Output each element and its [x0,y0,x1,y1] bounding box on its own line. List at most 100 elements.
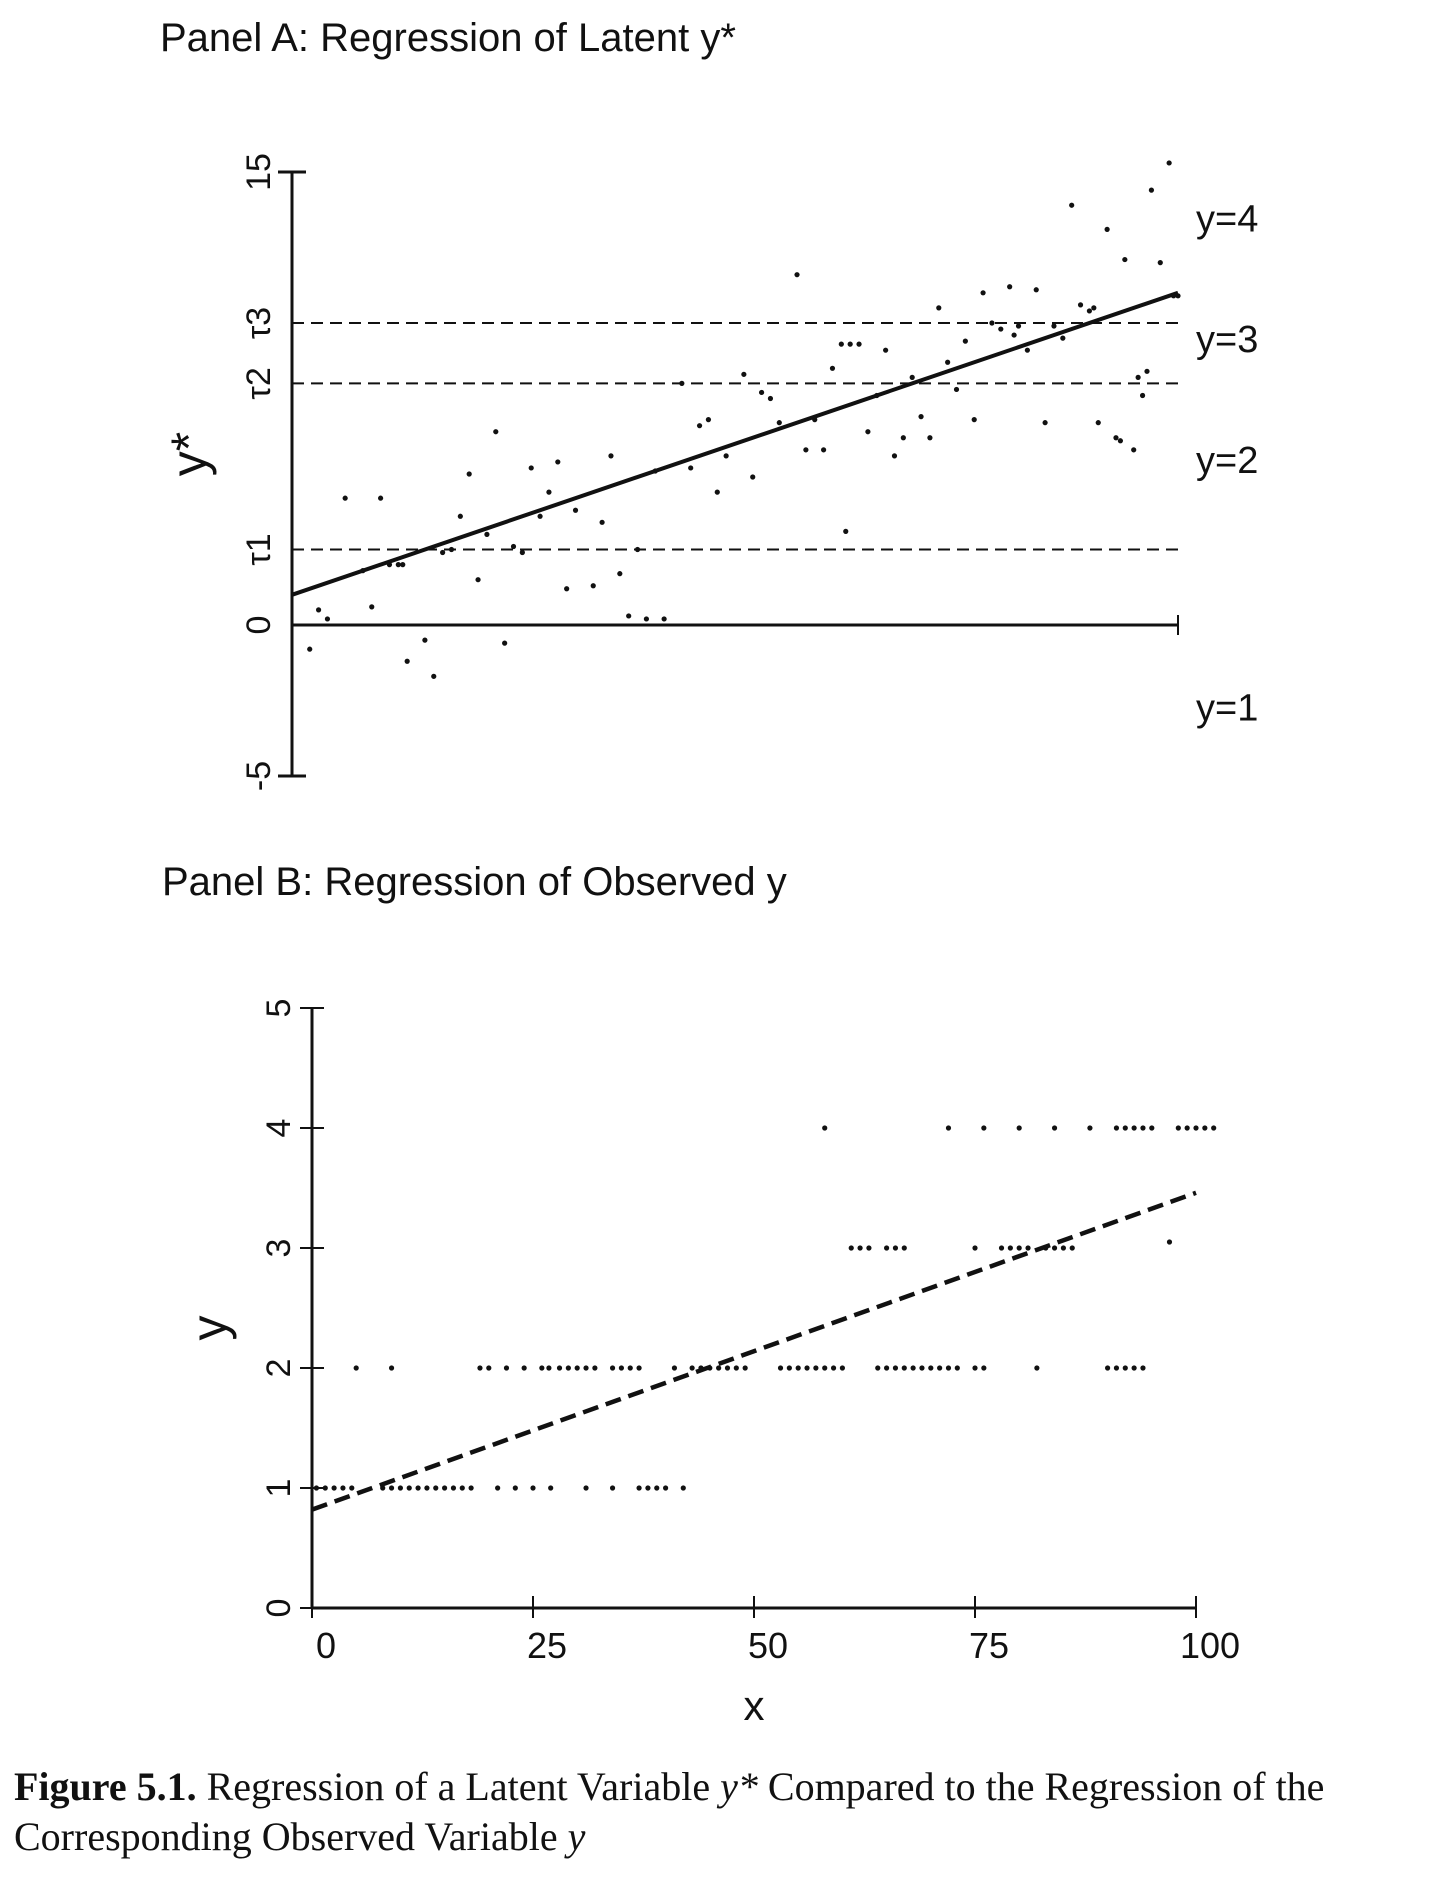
panel-a-point [953,386,960,393]
panel-a-point [457,513,463,519]
panel-b-point [671,1365,678,1371]
panel-a-point [1011,332,1017,338]
panel-b-point [1087,1125,1093,1131]
panel-b-point [618,1365,625,1371]
panel-a-point [900,435,906,441]
panel-a-point [803,447,809,453]
panel-a-y-tick-label-0: -5 [240,761,278,791]
panel-b-x-tick-label-4: 100 [1180,1625,1240,1666]
panel-a-point [821,447,827,453]
panel-b-point [503,1365,510,1371]
panel-b-point [777,1365,784,1371]
panel-b-point [1113,1365,1120,1371]
panel-b-point [388,1485,395,1491]
panel-a-point [927,435,933,441]
panel-b-point [388,1365,395,1371]
panel-b-point [450,1485,457,1491]
panel-a-point [324,616,331,622]
panel-a-point [1122,256,1128,263]
panel-a-point [1077,302,1084,308]
panel-a-point [829,365,836,371]
panel-b-point [1034,1365,1040,1371]
panel-a-point [750,474,756,480]
panel-b-point [1051,1245,1058,1251]
panel-b-point [680,1485,686,1491]
panel-a-point [1104,226,1110,232]
panel-a-point [714,489,720,495]
panel-b-title: Panel B: Regression of Observed y [162,860,787,904]
panel-b-point [415,1485,421,1491]
panel-b-point [1140,1125,1146,1131]
panel-b-point [981,1125,987,1131]
panel-b-point [495,1485,501,1491]
panel-a-point [484,531,490,538]
panel-a-point [493,429,499,435]
panel-a-y-tick-label-5: 15 [240,153,278,191]
panel-a-point [843,528,849,534]
panel-a-point [395,562,401,568]
panel-a-point [962,338,968,344]
panel-a-region-label-2: y=2 [1196,440,1258,482]
panel-b-x-tick-label-1: 25 [527,1625,567,1666]
panel-b-point [1211,1125,1217,1131]
panel-b-point [981,1365,987,1371]
panel-a-point [723,453,729,459]
panel-b-point [574,1365,580,1371]
panel-b-point [795,1365,801,1371]
panel-b-point [884,1245,890,1251]
panel-a-point [1144,368,1150,374]
panel-b-point [910,1365,916,1371]
panel-a-y-tick-label-1: 0 [240,616,278,635]
panel-b-point [892,1365,899,1371]
panel-a-point [705,417,712,423]
panel-a-point [1131,447,1137,453]
panel-b-y-axis-label: y [181,1316,237,1341]
panel-b-point [1122,1365,1128,1371]
panel-a-point [546,489,552,495]
panel-a-point [307,646,313,652]
panel-a-point [617,571,623,577]
panel-b-point [1016,1125,1022,1131]
panel-a-point [1051,323,1057,329]
panel-a-y-tick-label-3: τ2 [240,367,278,399]
panel-b-point [848,1245,854,1251]
panel-b-point [901,1365,907,1371]
panel-a-region-label-0: y=4 [1196,198,1258,240]
panel-b-point [627,1365,633,1371]
panel-a-plot: -5 0 τ1 τ2 τ3 15 y* y=4 y=3 y=2 y=1 [161,153,1258,791]
panel-b-point [353,1365,359,1371]
panel-b-point [1007,1245,1013,1251]
panel-b-point [645,1485,651,1491]
panel-b-point [406,1485,412,1491]
panel-b-point [468,1485,474,1491]
panel-b-point [830,1365,837,1371]
figure-caption: Figure 5.1. Regression of a Latent Varia… [14,1762,1434,1862]
panel-a-point [404,658,410,664]
panel-a-point [342,495,348,501]
panel-b-y-tick-label-3: 3 [260,1239,298,1258]
panel-b-x-axis-label: x [744,1682,765,1729]
panel-b-y-tick-label-5: 5 [260,999,298,1018]
panel-b-point [813,1365,819,1371]
panel-a-point [431,673,437,679]
panel-b-point [1193,1125,1199,1131]
caption-text-1: Regression of a Latent Variable [196,1764,721,1809]
panel-a-y-axis-label: y* [161,432,217,476]
panel-a-point [590,583,596,589]
panel-a-point [696,423,703,429]
caption-label: Figure 5.1. [14,1764,197,1809]
panel-a-point [1157,260,1163,266]
panel-a-point [971,417,977,423]
panel-b-point [1131,1365,1137,1371]
panel-a-point [661,616,667,622]
panel-a-point [856,341,862,347]
panel-a-point [572,507,579,513]
panel-b-point [1060,1245,1066,1251]
panel-b-point [1122,1125,1128,1131]
panel-b-point [609,1485,616,1491]
panel-a-point [448,546,455,553]
panel-b-point [556,1365,563,1371]
panel-a-point [980,290,986,296]
panel-b-point [972,1365,978,1371]
